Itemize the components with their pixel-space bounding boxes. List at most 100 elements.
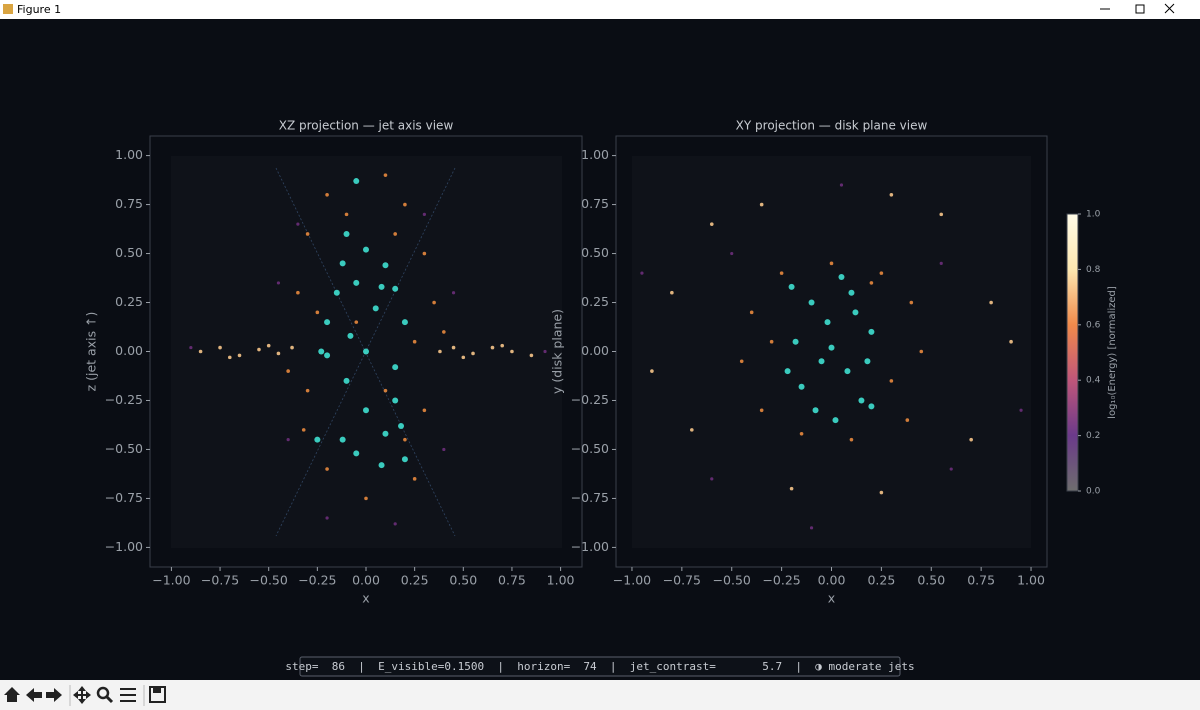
scatter-point xyxy=(392,397,399,404)
y-tick-label: −0.50 xyxy=(571,441,609,456)
scatter-point xyxy=(266,343,271,348)
scatter-point xyxy=(1009,339,1013,344)
scatter-point xyxy=(799,431,804,436)
y-tick-label: 0.00 xyxy=(581,343,609,358)
scatter-point xyxy=(383,173,388,177)
scatter-point xyxy=(788,283,795,290)
scatter-point xyxy=(905,418,910,422)
close-button[interactable] xyxy=(1164,3,1175,14)
scatter-point xyxy=(218,345,222,350)
noise-field xyxy=(632,156,1031,548)
x-tick-label: 0.50 xyxy=(449,573,477,588)
scatter-point xyxy=(276,281,281,285)
colorbar-tick-label: 0.4 xyxy=(1086,376,1101,386)
x-tick-label: 1.00 xyxy=(547,573,575,588)
x-tick-label: −0.25 xyxy=(762,573,800,588)
zoom-button[interactable] xyxy=(96,686,110,700)
scatter-point xyxy=(849,437,854,442)
scatter-point xyxy=(808,299,815,306)
scatter-point xyxy=(401,319,408,326)
colorbar-label: log₁₀(Energy) [normalized] xyxy=(1107,286,1118,419)
status-text: step= 86 | E_visible=0.1500 | horizon= 7… xyxy=(285,660,914,673)
scatter-point xyxy=(879,490,884,495)
window-title: Figure 1 xyxy=(17,3,61,16)
y-tick-label: 0.75 xyxy=(581,196,609,211)
scatter-point xyxy=(382,430,389,437)
scatter-point xyxy=(325,192,329,197)
scatter-point xyxy=(640,271,644,275)
scatter-point xyxy=(670,290,674,295)
scatter-point xyxy=(739,359,744,364)
scatter-point xyxy=(382,262,389,269)
scatter-point xyxy=(325,467,329,471)
scatter-point xyxy=(543,349,547,354)
scatter-point xyxy=(792,338,799,345)
scatter-point xyxy=(438,349,442,354)
scatter-point xyxy=(422,212,426,216)
scatter-point xyxy=(354,320,359,324)
chart-title: XZ projection — jet axis view xyxy=(279,119,454,133)
x-tick-label: 1.00 xyxy=(1017,573,1045,588)
scatter-point xyxy=(789,486,794,491)
back-button[interactable] xyxy=(26,688,42,702)
scatter-point xyxy=(858,397,865,404)
scatter-point xyxy=(286,438,290,442)
scatter-point xyxy=(759,202,764,207)
scatter-point xyxy=(401,456,408,463)
x-tick-label: 0.50 xyxy=(917,573,945,588)
scatter-point xyxy=(919,349,924,354)
x-axis-label: x xyxy=(828,591,835,606)
scatter-point xyxy=(301,428,306,432)
scatter-point xyxy=(809,526,814,530)
colorbar-tick-label: 0.2 xyxy=(1086,431,1100,441)
x-tick-label: 0.25 xyxy=(401,573,429,588)
y-tick-label: 0.75 xyxy=(115,196,143,211)
scatter-point xyxy=(276,351,281,356)
colorbar-tick-label: 1.0 xyxy=(1086,210,1101,220)
scatter-point xyxy=(393,232,397,236)
scatter-point xyxy=(353,178,360,185)
y-tick-label: 0.25 xyxy=(115,294,143,309)
scatter-point xyxy=(471,351,475,356)
configure-button[interactable] xyxy=(120,688,136,702)
scatter-point xyxy=(257,347,261,352)
scatter-point xyxy=(939,212,944,217)
x-tick-label: 0.00 xyxy=(352,573,380,588)
scatter-point xyxy=(779,271,784,275)
y-tick-label: −1.00 xyxy=(571,539,609,554)
scatter-point xyxy=(324,319,331,326)
y-tick-label: −0.25 xyxy=(105,392,143,407)
scatter-point xyxy=(324,352,331,359)
scatter-point xyxy=(650,369,654,373)
scatter-point xyxy=(839,183,844,187)
scatter-point xyxy=(347,332,354,339)
scatter-point xyxy=(749,310,754,315)
save-button[interactable] xyxy=(149,686,166,703)
scatter-point xyxy=(451,291,456,295)
scatter-point xyxy=(710,477,714,481)
colorbar-tick-label: 0.0 xyxy=(1086,487,1101,497)
scatter-point xyxy=(383,388,388,393)
scatter-point xyxy=(868,328,875,335)
scatter-point xyxy=(889,379,894,383)
scatter-point xyxy=(868,403,875,410)
scatter-point xyxy=(372,305,379,312)
pan-button[interactable] xyxy=(73,686,91,704)
scatter-point xyxy=(949,467,953,471)
y-tick-label: 0.50 xyxy=(581,245,609,260)
maximize-button[interactable] xyxy=(1135,4,1145,14)
scatter-point xyxy=(838,274,845,281)
home-button[interactable] xyxy=(4,687,20,702)
y-tick-label: 1.00 xyxy=(581,147,609,162)
scatter-point xyxy=(529,353,534,358)
scatter-point xyxy=(296,222,300,226)
forward-button[interactable] xyxy=(46,688,62,702)
x-tick-label: 0.75 xyxy=(967,573,995,588)
scatter-point xyxy=(969,437,973,442)
scatter-point xyxy=(398,422,405,429)
y-tick-label: 0.25 xyxy=(581,294,609,309)
scatter-point xyxy=(353,279,360,286)
scatter-point xyxy=(378,283,385,290)
x-tick-label: 0.25 xyxy=(867,573,895,588)
